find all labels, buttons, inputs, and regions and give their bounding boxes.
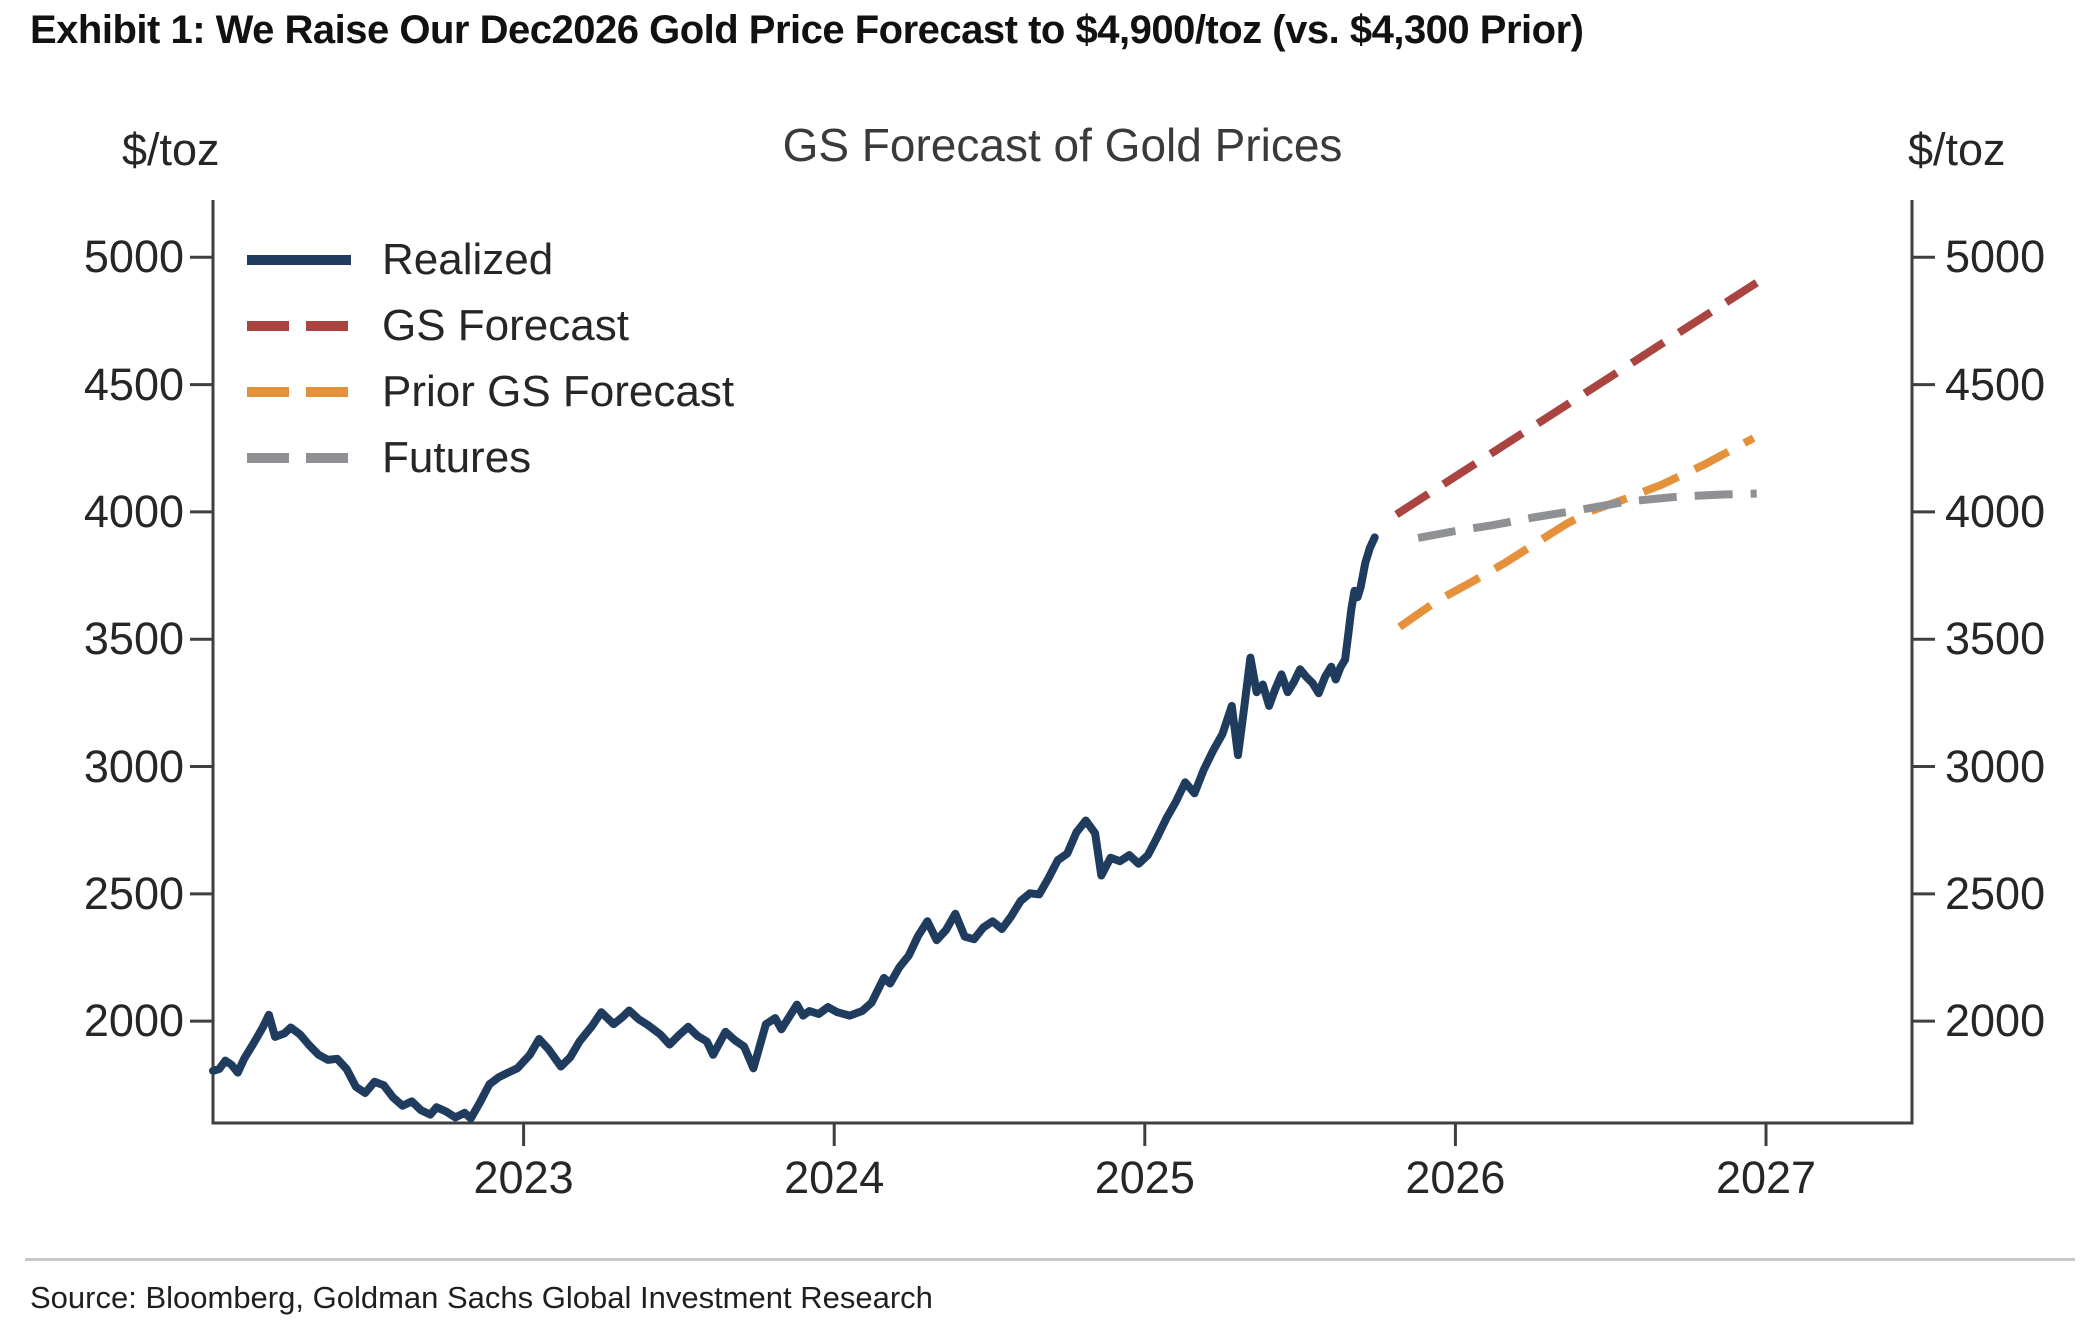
legend-item-prior-gs-forecast: Prior GS Forecast bbox=[247, 359, 734, 425]
futures-line bbox=[1417, 489, 1757, 542]
left-axis-unit-label: $/toz bbox=[122, 124, 220, 175]
futures-line-swatch bbox=[247, 453, 351, 463]
chart-title: GS Forecast of Gold Prices bbox=[782, 119, 1343, 171]
legend-item-gs-forecast: GS Forecast bbox=[247, 293, 734, 359]
y-axis-tick-label-right: 4500 bbox=[1945, 358, 2046, 410]
y-axis-tick-label-left: 4000 bbox=[83, 485, 184, 537]
x-axis-tick-label: 2025 bbox=[1094, 1152, 1195, 1203]
y-axis-tick-label-right: 2000 bbox=[1945, 995, 2046, 1047]
legend-label-gs-forecast: GS Forecast bbox=[382, 301, 629, 350]
right-axis-unit-label: $/toz bbox=[1908, 124, 2006, 175]
y-axis-tick-label-right: 3500 bbox=[1945, 613, 2046, 665]
y-axis-tick-label-left: 5000 bbox=[83, 231, 184, 283]
legend-item-realized: Realized bbox=[247, 227, 734, 293]
x-axis-tick-label: 2023 bbox=[473, 1152, 574, 1203]
y-axis-tick-label-left: 3000 bbox=[83, 740, 184, 792]
x-axis-tick-label: 2027 bbox=[1715, 1152, 1817, 1203]
y-axis-tick-label-left: 3500 bbox=[83, 613, 184, 665]
gs-forecast-line bbox=[1394, 279, 1759, 518]
y-axis-tick-label-right: 4000 bbox=[1945, 485, 2046, 537]
legend-label-futures: Futures bbox=[382, 433, 532, 482]
axis-spines bbox=[211, 200, 1914, 1125]
realized-line-swatch bbox=[247, 255, 351, 265]
y-axis-tick-label-right: 2500 bbox=[1945, 867, 2046, 919]
prior-gs-forecast-line bbox=[1397, 434, 1756, 631]
y-axis-tick-label-right: 5000 bbox=[1945, 231, 2046, 283]
x-axis-tick-label: 2026 bbox=[1405, 1152, 1506, 1203]
x-axis-tick-label: 2024 bbox=[784, 1152, 885, 1203]
y-axis-tick-label-left: 2500 bbox=[83, 867, 184, 919]
y-axis-tick-label-left: 2000 bbox=[83, 995, 184, 1047]
prior-gs-forecast-line-swatch bbox=[247, 387, 351, 397]
legend-label-realized: Realized bbox=[382, 235, 554, 284]
footer-divider bbox=[25, 1258, 2075, 1261]
legend-item-futures: Futures bbox=[247, 425, 734, 491]
source-note: Source: Bloomberg, Goldman Sachs Global … bbox=[30, 1280, 933, 1315]
realized-line bbox=[209, 533, 1379, 1123]
y-axis-tick-label-left: 4500 bbox=[83, 358, 184, 410]
legend: Realized GS Forecast Prior GS Forecast F… bbox=[247, 227, 734, 491]
legend-label-prior-gs-forecast: Prior GS Forecast bbox=[382, 367, 735, 416]
exhibit-title: Exhibit 1: We Raise Our Dec2026 Gold Pri… bbox=[30, 8, 1584, 52]
gs-forecast-line-swatch bbox=[247, 321, 351, 331]
y-axis-tick-label-right: 3000 bbox=[1945, 740, 2046, 792]
